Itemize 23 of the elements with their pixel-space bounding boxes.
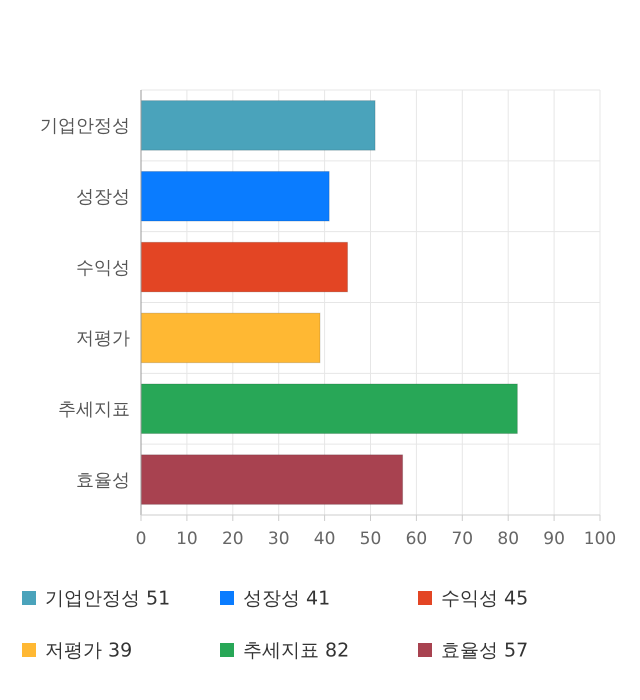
- x-tick-label: 90: [543, 529, 565, 549]
- y-tick-label: 성장성: [76, 186, 130, 208]
- x-tick-label: 50: [360, 529, 382, 549]
- legend-label: 저평가 39: [45, 640, 132, 662]
- y-tick-label: 저평가: [76, 328, 130, 350]
- x-tick-label: 0: [136, 529, 146, 549]
- legend-label: 성장성 41: [243, 588, 330, 610]
- x-tick-label: 20: [222, 529, 244, 549]
- x-tick-label: 100: [584, 529, 616, 549]
- x-tick-label: 30: [268, 529, 290, 549]
- legend-label: 수익성 45: [441, 588, 528, 610]
- x-tick-label: 80: [497, 529, 520, 549]
- legend-label: 추세지표 82: [243, 640, 350, 662]
- x-tick-label: 70: [451, 529, 474, 549]
- y-tick-label: 수익성: [76, 257, 130, 278]
- x-tick-label: 40: [314, 529, 336, 549]
- y-tick-label: 효율성: [76, 470, 130, 491]
- y-tick-label: 기업안정성: [40, 116, 130, 137]
- x-tick-label: 10: [176, 529, 198, 549]
- x-tick-label: 60: [406, 529, 428, 549]
- legend-label: 기업안정성 51: [45, 588, 170, 610]
- legend-label: 효율성 57: [441, 640, 528, 662]
- y-tick-label: 추세지표: [58, 399, 130, 420]
